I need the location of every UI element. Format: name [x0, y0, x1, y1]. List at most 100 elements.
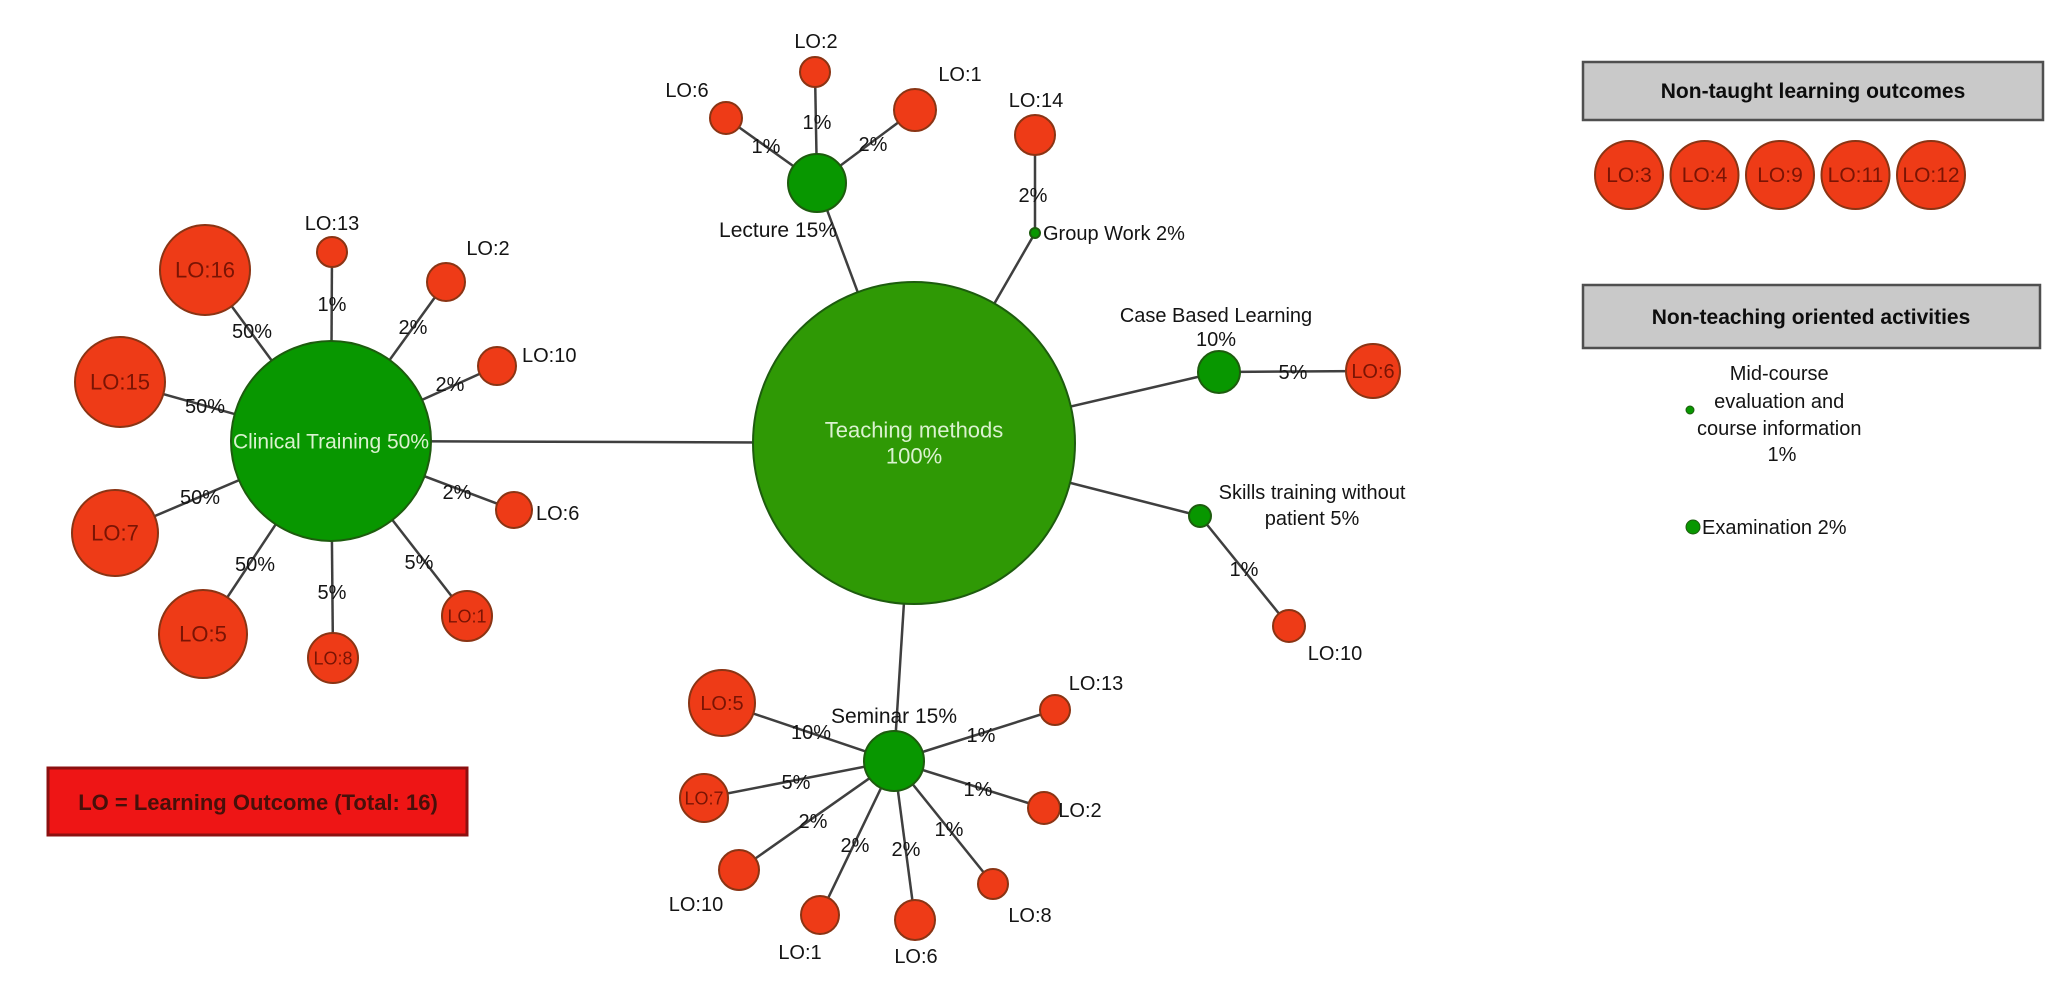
- node-se_lo7-circle: [679, 773, 729, 823]
- key-box-text: LO = Learning Outcome (Total: 16): [78, 790, 438, 815]
- node-teaching-label: Teaching methods 100%: [825, 418, 1004, 469]
- edge-label-clinical-c_lo5: 50%: [235, 554, 275, 576]
- node-l_lo1-label: LO:1: [938, 64, 981, 86]
- node-casebased-label: Case Based Learning 10%: [1120, 305, 1312, 351]
- midcourse-label: Mid-course evaluation and course informa…: [1697, 363, 1867, 466]
- edge-label-clinical-c_lo15: 50%: [185, 396, 225, 418]
- node-c_lo16-label: LO:16: [175, 258, 235, 283]
- legend-lo-circle-2: [1669, 140, 1740, 210]
- node-se_lo7-label: LO:7: [684, 788, 723, 808]
- legend-lo-label-2: LO:4: [1682, 164, 1728, 187]
- edge-label-clinical-c_lo6: 2%: [443, 482, 472, 504]
- node-c_lo8-label: LO:8: [313, 648, 352, 668]
- edge-label-seminar-se_lo5: 10%: [791, 722, 831, 744]
- node-c_lo2-label: LO:2: [466, 238, 509, 260]
- node-clinical-label: Clinical Training 50%: [233, 430, 429, 453]
- edge-label-clinical-c_lo1: 5%: [405, 552, 434, 574]
- node-l_lo2-label: LO:2: [794, 31, 837, 53]
- node-se_lo6-label: LO:6: [894, 946, 937, 968]
- node-cb_lo6-label: LO:6: [1351, 361, 1394, 383]
- legend-lo-circle-4: [1820, 140, 1891, 210]
- node-c_lo1-circle: [441, 590, 493, 642]
- legend-lo-label-5: LO:12: [1902, 164, 1959, 187]
- legend-lo-circle-5: [1896, 140, 1966, 210]
- node-skills-label: Skills training without patient 5%: [1219, 482, 1406, 530]
- node-se_lo5-label: LO:5: [700, 693, 743, 715]
- legend-lo-circle-3: [1745, 140, 1815, 210]
- edge-label-clinical-c_lo16: 50%: [232, 321, 272, 343]
- edge-label-clinical-c_lo7: 50%: [180, 487, 220, 509]
- node-g_lo14-circle: [1014, 114, 1056, 156]
- network-layer: 50%1%2%2%50%50%50%5%5%2%1%1%2%2%5%1%10%5…: [71, 31, 1406, 968]
- node-se_lo13-circle: [1039, 694, 1071, 726]
- node-c_lo2-circle: [426, 262, 466, 302]
- edge-label-seminar-se_lo2: 1%: [964, 779, 993, 801]
- node-c_lo8-circle: [307, 632, 359, 684]
- node-casebased-circle: [1197, 350, 1241, 394]
- node-groupwork-circle: [1029, 227, 1041, 239]
- node-c_lo1-label: LO:1: [447, 606, 486, 626]
- non-teaching-title: Non-teaching oriented activities: [1652, 306, 1971, 329]
- legend-lo-label-1: LO:3: [1606, 164, 1652, 187]
- node-c_lo5-circle: [158, 589, 248, 679]
- non-taught-box: [1581, 60, 2045, 122]
- node-se_lo1-label: LO:1: [778, 942, 821, 964]
- node-lecture-label: Lecture 15%: [719, 219, 837, 242]
- node-se_lo1-circle: [800, 895, 840, 935]
- node-lecture-circle: [787, 153, 847, 213]
- edge-skills-s_lo10: [1199, 515, 1290, 627]
- node-c_lo13-label: LO:13: [305, 213, 359, 235]
- edge-seminar-se_lo10: [738, 759, 895, 872]
- node-seminar-circle: [863, 730, 925, 792]
- node-se_lo6-circle: [894, 899, 936, 941]
- node-c_lo15-label: LO:15: [90, 370, 150, 395]
- examination-label: Examination 2%: [1702, 517, 1847, 539]
- node-c_lo7-label: LO:7: [91, 521, 139, 546]
- edge-label-seminar-se_lo7: 5%: [782, 772, 811, 794]
- node-l_lo2-circle: [799, 56, 831, 88]
- non-taught-circles: LO:3 LO:4 LO:9 LO:11 LO:12: [1594, 140, 1966, 210]
- legend-lo-label-4: LO:11: [1828, 164, 1884, 187]
- edge-label-clinical-c_lo10: 2%: [436, 374, 465, 396]
- node-c_lo7-circle: [71, 489, 159, 577]
- node-seminar-label: Seminar 15%: [831, 705, 957, 728]
- node-l_lo1-circle: [893, 88, 937, 132]
- node-c_lo5-label: LO:5: [179, 622, 227, 647]
- edge-label-clinical-c_lo13: 1%: [318, 294, 347, 316]
- edge-seminar-se_lo7: [703, 759, 895, 800]
- node-s_lo10-label: LO:10: [1308, 643, 1362, 665]
- node-teaching-circle: [752, 281, 1076, 605]
- node-c_lo16-circle: [159, 224, 251, 316]
- edge-label-lecture-l_lo6: 1%: [752, 136, 781, 158]
- edge-label-seminar-se_lo13: 1%: [967, 725, 996, 747]
- node-groupwork-label: Group Work 2%: [1043, 223, 1185, 245]
- non-teaching-box: [1581, 283, 2042, 350]
- node-skills-circle: [1188, 504, 1212, 528]
- edge-label-lecture-l_lo1: 2%: [859, 134, 888, 156]
- legend-lo-circle-1: [1594, 140, 1664, 210]
- edge-label-skills-s_lo10: 1%: [1230, 559, 1259, 581]
- node-se_lo2-label: LO:2: [1058, 800, 1101, 822]
- node-c_lo10-circle: [477, 346, 517, 386]
- node-se_lo2-circle: [1027, 791, 1061, 825]
- node-s_lo10-circle: [1272, 609, 1306, 643]
- midcourse-dot-icon: [1685, 405, 1695, 415]
- edge-label-clinical-c_lo2: 2%: [399, 317, 428, 339]
- node-c_lo13-circle: [316, 236, 348, 268]
- edge-label-groupwork-g_lo14: 2%: [1019, 185, 1048, 207]
- edge-label-seminar-se_lo6: 2%: [892, 839, 921, 861]
- node-se_lo8-label: LO:8: [1008, 905, 1051, 927]
- node-l_lo6-circle: [709, 101, 743, 135]
- node-cb_lo6-circle: [1345, 343, 1401, 399]
- node-se_lo13-label: LO:13: [1069, 673, 1123, 695]
- node-c_lo6-circle: [495, 491, 533, 529]
- edge-label-seminar-se_lo10: 2%: [799, 811, 828, 833]
- node-c_lo6-label: LO:6: [536, 503, 579, 525]
- node-se_lo10-label: LO:10: [669, 894, 723, 916]
- node-c_lo10-label: LO:10: [522, 345, 576, 367]
- key-box: [46, 766, 469, 837]
- node-c_lo15-circle: [74, 336, 166, 428]
- node-se_lo5-circle: [688, 669, 756, 737]
